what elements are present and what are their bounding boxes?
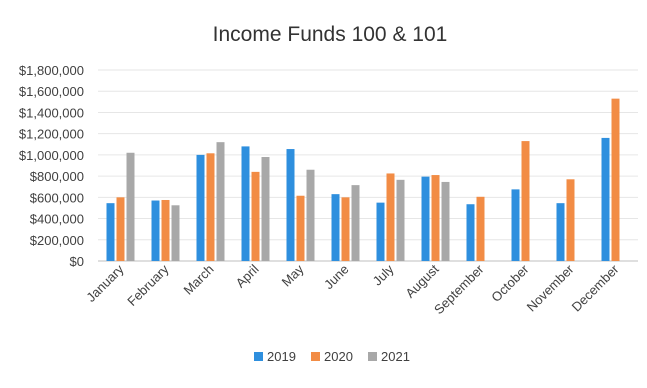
bar-2020-march (206, 153, 215, 261)
bar-2021-june (351, 185, 360, 261)
bar-2020-may (296, 195, 305, 261)
gridlines (98, 69, 638, 262)
bar-2021-may (306, 169, 315, 261)
bar-2020-june (341, 197, 350, 261)
bar-2020-february (161, 199, 170, 261)
bar-2019-december (601, 137, 610, 261)
bar-2019-october (511, 189, 520, 261)
bar-2021-february (171, 205, 180, 261)
y-axis: $0 $200,000 $400,000 $600,000 $800,000 $1,000… (19, 63, 84, 269)
bar-2019-march (196, 154, 205, 261)
bar-2021-july (396, 179, 405, 261)
x-tick-label: March (180, 262, 216, 298)
bar-2020-april (251, 171, 260, 261)
bar-2021-august (441, 181, 450, 261)
y-tick-label: $800,000 (30, 169, 84, 184)
x-tick-label: August (402, 261, 441, 300)
y-tick-label: $1,600,000 (19, 84, 84, 99)
bar-2021-january (126, 152, 135, 261)
bar-2019-july (376, 202, 385, 261)
legend: 2019 2020 2021 (254, 349, 410, 364)
bar-2019-september (466, 204, 475, 261)
bar-2019-february (151, 200, 160, 261)
x-tick-label: April (233, 261, 262, 290)
legend-swatch-2019 (254, 352, 263, 361)
bar-2020-july (386, 173, 395, 261)
bars (106, 98, 620, 262)
x-tick-label: September (431, 261, 487, 317)
bar-2019-june (331, 194, 340, 261)
y-tick-label: $1,400,000 (19, 105, 84, 120)
y-tick-label: $0 (70, 254, 84, 269)
bar-2020-august (431, 175, 440, 261)
x-tick-label: May (279, 261, 307, 289)
x-tick-label: June (321, 262, 352, 293)
legend-label: 2019 (267, 349, 296, 364)
legend-label: 2021 (381, 349, 410, 364)
x-tick-label: January (83, 261, 127, 305)
bar-2019-january (106, 203, 115, 261)
x-tick-label: February (124, 261, 172, 309)
y-tick-label: $400,000 (30, 212, 84, 227)
bar-2020-december (611, 98, 620, 262)
legend-swatch-2020 (311, 352, 320, 361)
bar-2020-september (476, 196, 485, 261)
bar-2019-november (556, 203, 565, 261)
legend-swatch-2021 (368, 352, 377, 361)
y-tick-label: $1,800,000 (19, 63, 84, 78)
y-tick-label: $1,200,000 (19, 127, 84, 142)
x-tick-label: October (488, 261, 532, 305)
bar-2021-april (261, 157, 270, 261)
bar-2020-january (116, 197, 125, 261)
bar-2020-october (521, 141, 530, 261)
x-tick-label: December (569, 261, 622, 314)
bar-2019-april (241, 146, 250, 261)
legend-label: 2020 (324, 349, 353, 364)
x-tick-label: November (524, 261, 577, 314)
y-tick-label: $1,000,000 (19, 148, 84, 163)
chart-title: Income Funds 100 & 101 (213, 23, 448, 46)
bar-2019-august (421, 176, 430, 261)
y-tick-label: $200,000 (30, 233, 84, 248)
bar-2020-november (566, 179, 575, 261)
y-tick-label: $600,000 (30, 190, 84, 205)
bar-2021-march (216, 142, 225, 261)
x-tick-label: July (370, 261, 397, 288)
bar-2019-may (286, 149, 295, 261)
